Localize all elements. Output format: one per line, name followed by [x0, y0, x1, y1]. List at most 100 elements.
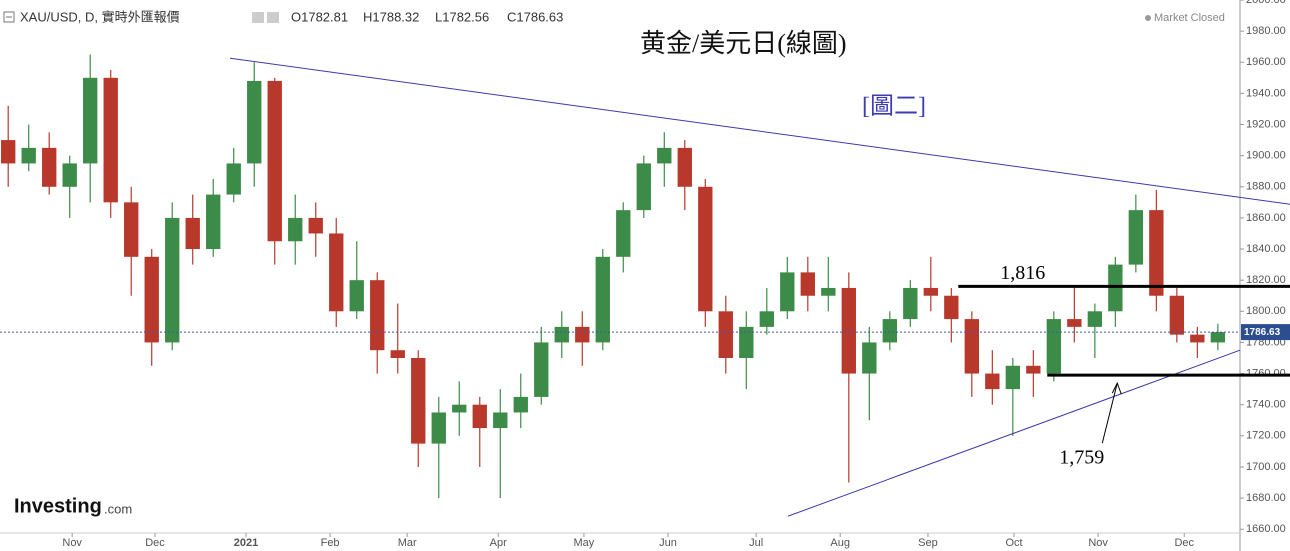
x-tick-label: Mar [398, 537, 417, 549]
ohlc-value: O1782.81 [291, 9, 348, 24]
candle-body [862, 342, 877, 374]
candle-body [575, 326, 590, 343]
y-tick-label: 2000.00 [1246, 0, 1286, 6]
candle-body [882, 319, 897, 343]
candle-body [390, 350, 405, 358]
x-tick-label: Jul [749, 537, 763, 549]
y-tick-label: 1880.00 [1246, 181, 1286, 193]
status-dot [1145, 15, 1151, 21]
candle-body [42, 147, 57, 187]
x-tick-label: Aug [830, 537, 850, 549]
candle-body [21, 147, 36, 164]
candle-body [841, 287, 856, 374]
candle-body [718, 311, 733, 358]
candle-body [206, 194, 221, 250]
candle-body [1169, 295, 1185, 335]
candle-body [1210, 332, 1226, 343]
settings-icon[interactable] [267, 12, 279, 23]
arrow [1101, 382, 1118, 444]
candle-body [411, 357, 426, 444]
candle-body [1190, 334, 1205, 343]
y-tick-label: 1820.00 [1246, 274, 1286, 286]
candle-body [165, 217, 180, 343]
ohlc-value: C1786.63 [507, 9, 563, 24]
y-tick-label: 1920.00 [1246, 118, 1286, 130]
candle-body [124, 202, 139, 257]
x-tick-label: Jun [659, 537, 677, 549]
ohlc-value: L1782.56 [435, 9, 489, 24]
candle-body [616, 210, 631, 257]
trendline [787, 349, 1241, 517]
candle-body [964, 319, 980, 374]
candle-body [247, 80, 262, 164]
y-tick-label: 1800.00 [1246, 305, 1286, 317]
candle-body [1, 140, 16, 164]
y-tick-label: 1860.00 [1246, 212, 1286, 224]
y-tick-label: 1660.00 [1246, 523, 1286, 535]
level-label: 1,816 [1000, 262, 1045, 284]
candle-body [534, 342, 549, 397]
candle-body [308, 217, 323, 234]
candle-body [1087, 311, 1103, 327]
level-label: 1,759 [1059, 447, 1104, 469]
y-tick-label: 1900.00 [1246, 150, 1286, 162]
candle-body [1046, 319, 1062, 374]
candle-body [923, 287, 938, 296]
x-tick-label: May [574, 537, 595, 549]
brand-suffix: .com [104, 501, 132, 516]
chart-subtitle: [圖二] [862, 94, 926, 120]
candle-body [349, 280, 364, 312]
candle-body [985, 373, 1000, 390]
candle-body [677, 147, 692, 187]
candle-body [83, 77, 98, 164]
ohlc-values: O1782.81 H1788.32 L1782.56 C1786.63 [291, 9, 563, 24]
brand: Investing [14, 495, 102, 517]
x-tick-label: Oct [1005, 537, 1022, 549]
candle-body [800, 272, 815, 296]
candle-body [431, 412, 446, 444]
last-price-box [1241, 324, 1290, 341]
x-tick-label: Feb [321, 537, 340, 549]
y-tick-label: 1720.00 [1246, 430, 1286, 442]
candle-body [636, 163, 651, 211]
ohlc-value: H1788.32 [363, 9, 419, 24]
y-tick-label: 1680.00 [1246, 492, 1286, 504]
trendline [229, 57, 1290, 205]
candle-body [185, 217, 200, 250]
y-tick-label: 1980.00 [1246, 25, 1286, 37]
x-tick-label: Nov [62, 537, 82, 549]
market-status: Market Closed [1154, 12, 1225, 24]
y-tick-label: 1760.00 [1246, 367, 1286, 379]
candle-body [759, 311, 774, 327]
candle-body [329, 233, 344, 312]
x-tick-label: Apr [490, 537, 507, 549]
chart-title: 黄金/美元日(線圖) [640, 29, 847, 58]
candle-body [1149, 210, 1164, 296]
y-tick-label: 1700.00 [1246, 461, 1286, 473]
x-tick-label: Sep [918, 537, 938, 549]
candle-body [821, 287, 836, 296]
candle-body [267, 80, 282, 242]
y-tick-label: 1840.00 [1246, 243, 1286, 255]
candle-body [472, 404, 487, 429]
y-tick-label: 1940.00 [1246, 87, 1286, 99]
collapse-icon[interactable] [3, 11, 15, 23]
candle-body [595, 256, 610, 343]
arrow-head [1111, 381, 1122, 395]
candle-body [226, 163, 241, 195]
candle-body [780, 272, 795, 312]
candle-body [1128, 210, 1144, 265]
candle-body [1067, 319, 1082, 327]
candle-body [452, 404, 467, 413]
candle-body [370, 280, 385, 351]
x-tick-label: Nov [1088, 537, 1108, 549]
candle-body [698, 186, 713, 312]
candle-body [103, 77, 118, 203]
candle-body [288, 217, 303, 242]
candle-body [554, 326, 569, 343]
symbol: XAU/USD, D, 實時外匯報價 [20, 9, 180, 24]
camera-icon[interactable] [252, 12, 264, 23]
